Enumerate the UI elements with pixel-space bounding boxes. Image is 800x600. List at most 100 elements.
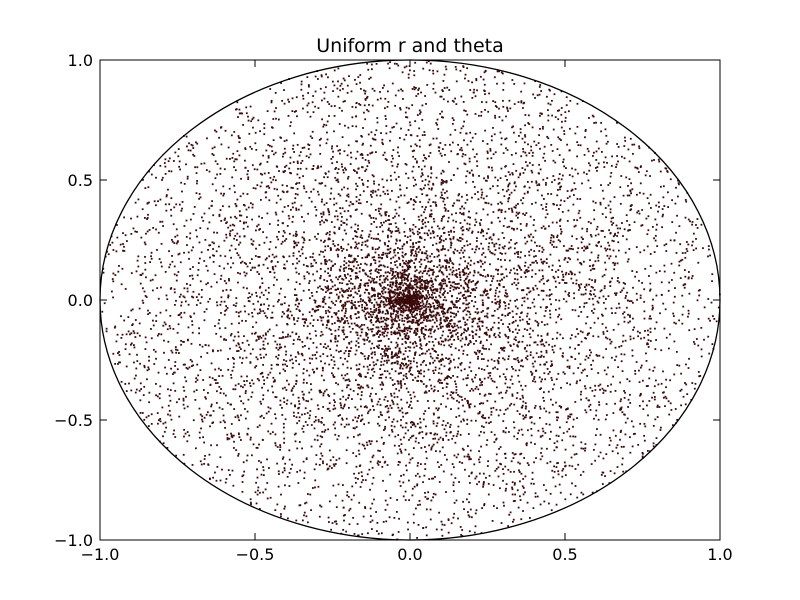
scatter-point bbox=[423, 375, 425, 378]
scatter-point bbox=[512, 320, 515, 323]
scatter-point bbox=[394, 333, 397, 335]
scatter-point bbox=[418, 109, 421, 112]
scatter-point bbox=[468, 227, 471, 230]
scatter-point bbox=[415, 248, 418, 250]
scatter-point bbox=[497, 295, 500, 298]
scatter-point bbox=[445, 491, 447, 493]
scatter-point bbox=[507, 341, 510, 344]
scatter-point bbox=[233, 160, 236, 163]
scatter-point bbox=[425, 526, 428, 529]
scatter-point bbox=[375, 217, 377, 220]
scatter-point bbox=[127, 316, 130, 319]
scatter-point bbox=[508, 193, 511, 196]
scatter-point bbox=[560, 178, 563, 181]
scatter-point bbox=[345, 168, 347, 171]
scatter-point bbox=[440, 271, 443, 273]
scatter-point bbox=[550, 144, 553, 146]
scatter-point bbox=[453, 252, 456, 255]
scatter-point bbox=[526, 190, 529, 193]
scatter-point bbox=[398, 356, 400, 358]
scatter-point bbox=[328, 238, 331, 241]
scatter-point bbox=[237, 281, 239, 284]
scatter-point bbox=[114, 325, 117, 328]
scatter-point bbox=[479, 259, 482, 262]
scatter-point bbox=[370, 310, 372, 313]
scatter-point bbox=[251, 243, 254, 246]
scatter-point bbox=[441, 89, 444, 91]
scatter-point bbox=[594, 281, 596, 283]
scatter-point bbox=[380, 316, 383, 319]
scatter-point bbox=[603, 161, 605, 164]
scatter-point bbox=[472, 337, 474, 340]
scatter-point bbox=[485, 179, 488, 182]
scatter-point bbox=[186, 290, 189, 293]
scatter-point bbox=[498, 351, 501, 354]
scatter-point bbox=[398, 517, 400, 520]
scatter-point bbox=[240, 261, 242, 264]
scatter-point bbox=[507, 171, 510, 173]
scatter-point bbox=[408, 107, 410, 110]
scatter-point bbox=[478, 325, 480, 328]
scatter-point bbox=[307, 493, 309, 495]
scatter-point bbox=[565, 96, 568, 99]
scatter-point bbox=[394, 346, 397, 349]
scatter-point bbox=[330, 300, 333, 303]
scatter-point bbox=[546, 213, 549, 215]
scatter-point bbox=[546, 333, 549, 336]
scatter-point bbox=[542, 343, 545, 346]
scatter-point bbox=[130, 389, 133, 392]
scatter-point bbox=[548, 288, 551, 291]
scatter-point bbox=[181, 201, 184, 203]
scatter-point bbox=[378, 278, 381, 281]
scatter-point bbox=[406, 355, 409, 358]
scatter-point bbox=[155, 314, 158, 317]
scatter-point bbox=[397, 214, 400, 217]
scatter-point bbox=[449, 287, 452, 289]
scatter-point bbox=[426, 257, 429, 260]
scatter-point bbox=[491, 301, 494, 303]
scatter-point bbox=[358, 270, 361, 273]
scatter-point bbox=[445, 325, 448, 327]
scatter-point bbox=[323, 430, 326, 433]
scatter-point bbox=[236, 198, 239, 201]
scatter-point bbox=[346, 154, 349, 157]
scatter-point bbox=[513, 247, 516, 250]
scatter-point bbox=[713, 318, 716, 320]
scatter-point bbox=[322, 301, 325, 303]
scatter-point bbox=[428, 274, 431, 277]
scatter-point bbox=[419, 379, 422, 382]
scatter-point bbox=[293, 110, 296, 113]
scatter-point bbox=[386, 275, 389, 278]
scatter-point bbox=[588, 332, 590, 335]
scatter-point bbox=[433, 256, 436, 258]
scatter-point bbox=[240, 348, 242, 350]
scatter-point bbox=[312, 273, 315, 276]
scatter-point bbox=[594, 443, 597, 446]
scatter-point bbox=[466, 418, 469, 421]
scatter-point bbox=[387, 327, 389, 330]
scatter-point bbox=[598, 354, 601, 357]
scatter-point bbox=[330, 221, 333, 223]
scatter-point bbox=[377, 188, 380, 191]
scatter-point bbox=[284, 386, 286, 389]
scatter-point bbox=[398, 155, 400, 157]
scatter-point bbox=[385, 359, 388, 362]
scatter-point bbox=[437, 254, 440, 257]
scatter-point bbox=[390, 290, 393, 293]
scatter-point bbox=[415, 361, 418, 364]
scatter-points bbox=[101, 60, 721, 541]
scatter-point bbox=[520, 406, 523, 409]
scatter-point bbox=[268, 255, 271, 258]
scatter-point bbox=[312, 165, 315, 167]
scatter-point bbox=[233, 131, 236, 133]
scatter-point bbox=[227, 368, 230, 371]
scatter-point bbox=[564, 111, 567, 114]
scatter-point bbox=[134, 319, 137, 321]
scatter-point bbox=[229, 230, 232, 232]
scatter-point bbox=[249, 105, 252, 108]
scatter-point bbox=[546, 280, 549, 283]
scatter-point bbox=[311, 354, 314, 357]
scatter-point bbox=[476, 237, 478, 239]
scatter-point bbox=[668, 413, 671, 416]
scatter-point bbox=[236, 252, 239, 255]
